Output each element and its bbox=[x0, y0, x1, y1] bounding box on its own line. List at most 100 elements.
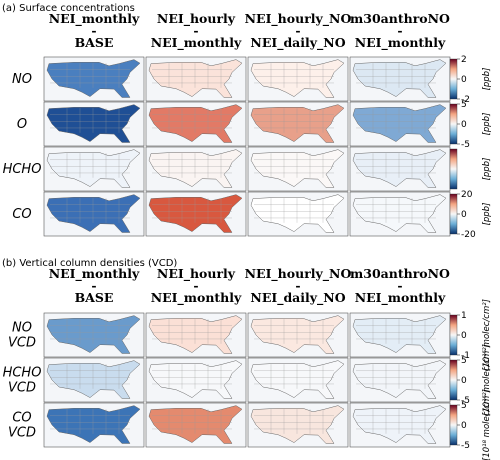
column-header: - bbox=[397, 23, 402, 38]
colorbar bbox=[449, 58, 458, 100]
colorbar-unit: [10¹⁸ molec/cm²] bbox=[482, 389, 492, 460]
us-map bbox=[46, 360, 141, 399]
us-map bbox=[250, 149, 345, 188]
colorbar bbox=[449, 148, 458, 190]
row-label: CO bbox=[12, 411, 31, 426]
us-map bbox=[250, 59, 345, 98]
row-label: NO bbox=[12, 321, 32, 336]
us-map bbox=[148, 360, 243, 399]
us-map bbox=[352, 194, 447, 233]
us-map bbox=[352, 360, 447, 399]
column-header: - bbox=[91, 23, 96, 38]
row-label: NO bbox=[12, 72, 32, 87]
section-title: (a) Surface concentrations bbox=[2, 3, 135, 14]
us-map bbox=[148, 59, 243, 98]
row-label-text: HCHO bbox=[3, 162, 42, 177]
row-label-text: O bbox=[17, 117, 27, 132]
us-map bbox=[46, 149, 141, 188]
row-label-text: CO bbox=[12, 411, 31, 426]
column-header: - bbox=[397, 278, 402, 293]
colorbar-unit: [10¹⁵ molec/cm²] bbox=[482, 299, 492, 371]
colorbar-tick-label: 0 bbox=[461, 210, 467, 220]
column-header: - bbox=[91, 278, 96, 293]
us-map bbox=[148, 149, 243, 188]
us-map bbox=[148, 405, 243, 444]
colorbar-tick-label: 5 bbox=[461, 100, 467, 110]
column-header: - bbox=[295, 23, 300, 38]
column-header: NEI_monthly bbox=[151, 35, 242, 51]
row-label: VCD bbox=[8, 336, 36, 351]
column-header: m30anthroNO bbox=[350, 266, 450, 281]
us-map bbox=[46, 194, 141, 233]
column-header: m30anthroNO bbox=[350, 11, 450, 26]
us-map bbox=[46, 104, 141, 143]
us-map bbox=[250, 360, 345, 399]
colorbar bbox=[449, 314, 458, 356]
colorbar-unit: [ppb] bbox=[482, 113, 492, 136]
us-map bbox=[352, 315, 447, 354]
column-header: NEI_monthly bbox=[355, 35, 446, 51]
colorbar bbox=[449, 359, 458, 401]
colorbar-tick-label: -5 bbox=[461, 396, 470, 406]
column-header: NEI_hourly bbox=[157, 266, 236, 282]
us-map bbox=[250, 194, 345, 233]
column-header: - bbox=[193, 23, 198, 38]
column-header: NEI_monthly bbox=[49, 11, 140, 27]
colorbar-tick-label: 5 bbox=[461, 401, 467, 411]
column-header: - bbox=[193, 278, 198, 293]
column-header: NEI_daily_NO bbox=[250, 290, 345, 306]
colorbar bbox=[449, 193, 458, 235]
colorbar-tick-label: 0 bbox=[461, 75, 467, 85]
us-map bbox=[352, 59, 447, 98]
column-header: NEI_hourly bbox=[157, 11, 236, 27]
colorbar-tick-label: 20 bbox=[461, 190, 473, 200]
row-label: CO bbox=[12, 207, 31, 222]
column-header: BASE bbox=[75, 290, 114, 305]
colorbar-unit: [ppb] bbox=[482, 158, 492, 181]
colorbar-unit: [10¹⁵ molec/cm²] bbox=[482, 344, 492, 416]
row-label-text: NO bbox=[12, 72, 32, 87]
row-label-text: CO bbox=[12, 207, 31, 222]
colorbar bbox=[449, 404, 458, 446]
colorbar-tick-label: 5 bbox=[461, 356, 467, 366]
colorbar-tick-label: -20 bbox=[461, 230, 476, 240]
column-header: NEI_monthly bbox=[49, 266, 140, 282]
colorbar-tick-label: -2 bbox=[461, 95, 470, 105]
colorbar-unit: [ppb] bbox=[482, 68, 492, 91]
column-header: NEI_monthly bbox=[355, 290, 446, 306]
us-map bbox=[250, 405, 345, 444]
colorbar-tick-label: 0 bbox=[461, 120, 467, 130]
colorbar-tick-label: -5 bbox=[461, 140, 470, 150]
row-label-text: NO bbox=[12, 321, 32, 336]
us-map bbox=[250, 315, 345, 354]
colorbar-tick-label: 2 bbox=[461, 55, 467, 65]
row-label-text: VCD bbox=[8, 381, 36, 396]
colorbar-tick-label: 0 bbox=[461, 331, 467, 341]
us-map bbox=[148, 194, 243, 233]
section-title: (b) Vertical column densities (VCD) bbox=[2, 258, 177, 269]
column-header: NEI_daily_NO bbox=[250, 35, 345, 51]
column-header: NEI_hourly_NO bbox=[245, 11, 352, 27]
colorbar-tick-label: 0 bbox=[461, 421, 467, 431]
colorbar-tick-label: -5 bbox=[461, 441, 470, 451]
row-label-text: VCD bbox=[8, 336, 36, 351]
colorbar-tick-label: -1 bbox=[461, 351, 470, 361]
us-map bbox=[352, 104, 447, 143]
us-map bbox=[250, 104, 345, 143]
column-header: NEI_monthly bbox=[151, 290, 242, 306]
column-header: BASE bbox=[75, 35, 114, 50]
colorbar bbox=[449, 103, 458, 145]
us-map bbox=[46, 315, 141, 354]
colorbar-tick-label: 1 bbox=[461, 311, 467, 321]
row-label: VCD bbox=[8, 381, 36, 396]
us-map bbox=[352, 405, 447, 444]
us-map bbox=[46, 405, 141, 444]
row-label-text: HCHO bbox=[3, 366, 42, 381]
colorbar-tick-label: 0 bbox=[461, 376, 467, 386]
colorbar-unit: [ppb] bbox=[482, 203, 492, 226]
row-label: HCHO bbox=[3, 366, 42, 381]
us-map bbox=[352, 149, 447, 188]
column-header: - bbox=[295, 278, 300, 293]
us-map bbox=[148, 315, 243, 354]
